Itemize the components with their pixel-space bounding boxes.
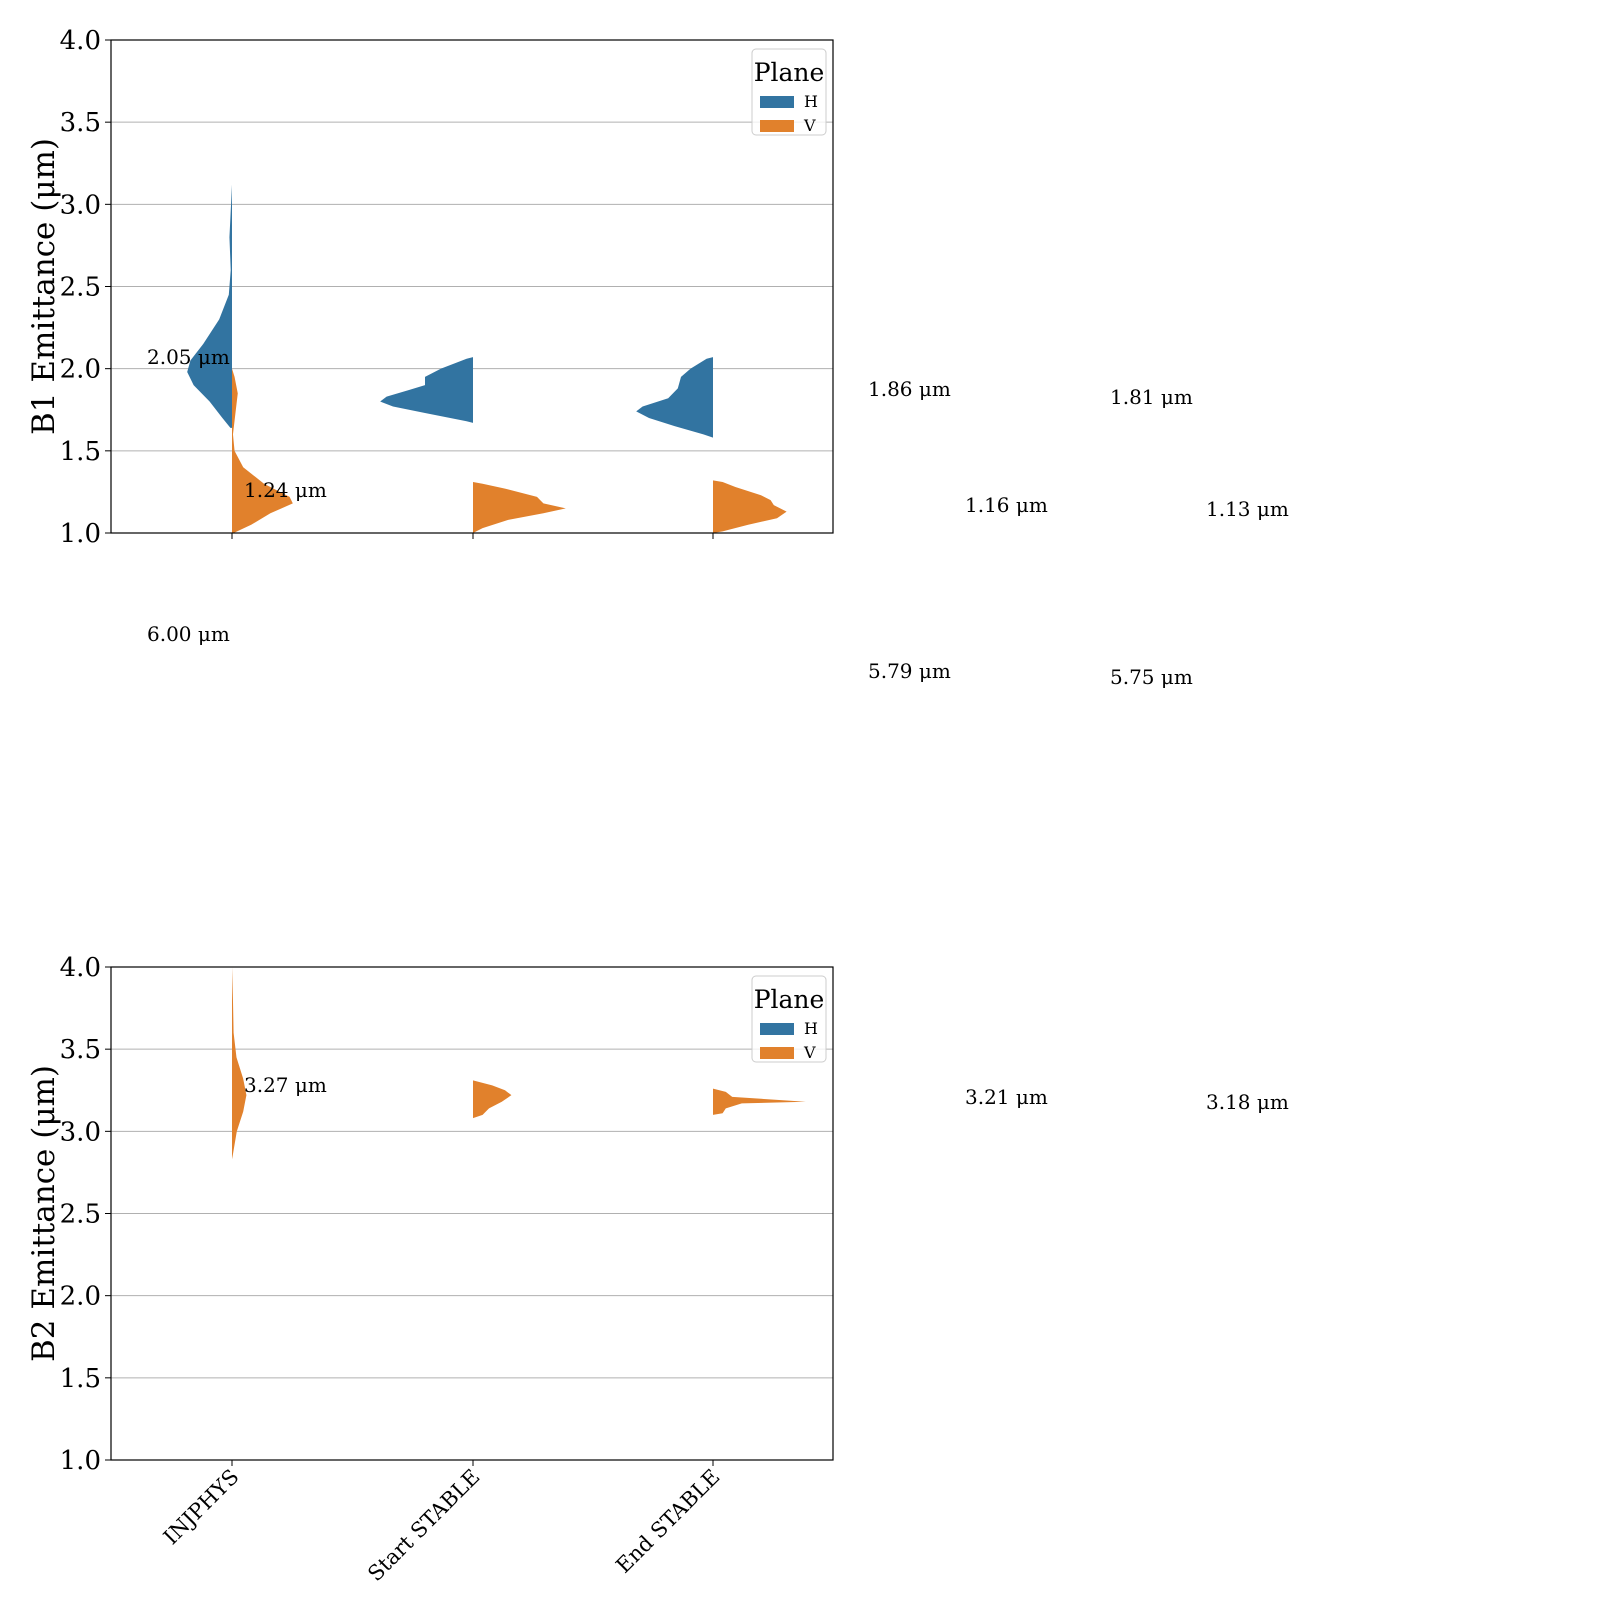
violin-v-2 bbox=[713, 480, 787, 533]
y-axis-title: B1 Emittance (μm) bbox=[26, 138, 62, 435]
violin-h-0 bbox=[187, 184, 232, 428]
y-tick-label: 4.0 bbox=[60, 953, 101, 983]
legend-label-h: H bbox=[804, 1019, 818, 1038]
median-annotation-v: 1.24 μm bbox=[244, 478, 327, 502]
legend: Plane HV bbox=[751, 48, 827, 136]
y-tick-label: 1.0 bbox=[60, 1446, 101, 1476]
y-tick-label: 2.5 bbox=[60, 273, 101, 303]
violin-v-0 bbox=[232, 967, 247, 1160]
y-tick-label: 4.0 bbox=[60, 26, 101, 56]
median-annotation-h: 1.86 μm bbox=[868, 377, 951, 401]
y-tick-label: 2.0 bbox=[60, 1282, 101, 1312]
extra-annotation: 6.00 μm bbox=[147, 622, 230, 646]
legend: Plane HV bbox=[751, 975, 827, 1063]
y-axis-title: B2 Emittance (μm) bbox=[26, 1065, 62, 1362]
extra-annotation: 5.79 μm bbox=[868, 659, 951, 683]
violin-v-2 bbox=[713, 1088, 806, 1115]
legend-box bbox=[751, 975, 827, 1063]
legend-swatch-v bbox=[760, 1047, 794, 1059]
y-tick-label: 3.0 bbox=[60, 1117, 101, 1147]
legend-swatch-v bbox=[760, 120, 794, 132]
violin-h-2 bbox=[636, 357, 713, 438]
y-tick-label: 1.0 bbox=[60, 519, 101, 549]
median-annotation-v: 3.21 μm bbox=[965, 1085, 1048, 1109]
legend-swatch-h bbox=[760, 1023, 794, 1035]
panel-b1: 1.0 1.5 2.0 2.5 3.0 3.5 4.0 B1 Emittance (μm) Pl… bbox=[26, 26, 1289, 689]
y-tick-label: 3.0 bbox=[60, 190, 101, 220]
legend-label-v: V bbox=[803, 1043, 816, 1062]
y-tick-label: 2.0 bbox=[60, 355, 101, 385]
violin-v-0 bbox=[232, 368, 293, 533]
panel-b2: 1.0 1.5 2.0 2.5 3.0 3.5 4.0 INJPHYS Start STABLE… bbox=[26, 953, 1289, 1586]
plot-frame bbox=[110, 966, 834, 1461]
median-annotation-v: 3.18 μm bbox=[1206, 1090, 1289, 1114]
median-annotation-v: 3.27 μm bbox=[244, 1073, 327, 1097]
x-category-label: End STABLE bbox=[611, 1465, 724, 1578]
legend-title: Plane bbox=[754, 985, 825, 1014]
x-category-label: INJPHYS bbox=[159, 1465, 244, 1550]
legend-title: Plane bbox=[754, 58, 825, 87]
y-tick-label: 3.5 bbox=[60, 108, 101, 138]
y-tick-label: 2.5 bbox=[60, 1200, 101, 1230]
legend-swatch-h bbox=[760, 96, 794, 108]
median-annotation-v: 1.16 μm bbox=[965, 493, 1048, 517]
median-annotation-h: 2.05 μm bbox=[147, 345, 230, 369]
x-category-label: Start STABLE bbox=[363, 1465, 484, 1586]
legend-label-v: V bbox=[803, 116, 816, 135]
legend-box bbox=[751, 48, 827, 136]
y-tick-label: 3.5 bbox=[60, 1035, 101, 1065]
violin-v-1 bbox=[473, 1080, 512, 1119]
plot-frame bbox=[110, 39, 834, 534]
median-annotation-h: 1.81 μm bbox=[1110, 385, 1193, 409]
violin-h-1 bbox=[380, 357, 473, 423]
y-tick-label: 1.5 bbox=[60, 437, 101, 467]
violin-v-1 bbox=[473, 482, 566, 533]
extra-annotation: 5.75 μm bbox=[1110, 665, 1193, 689]
y-tick-label: 1.5 bbox=[60, 1364, 101, 1394]
median-annotation-v: 1.13 μm bbox=[1206, 497, 1289, 521]
legend-label-h: H bbox=[804, 92, 818, 111]
